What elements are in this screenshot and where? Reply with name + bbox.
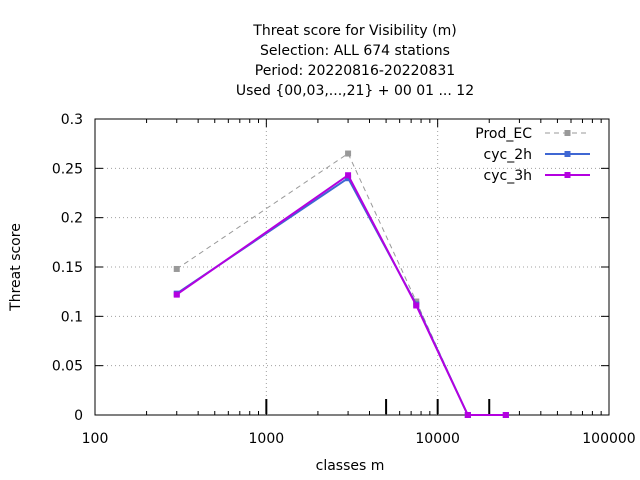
- chart-title: Threat score for Visibility (m) Selectio…: [236, 23, 474, 99]
- x-tick-label: 10000: [415, 431, 460, 447]
- data-point: [413, 302, 420, 309]
- legend-label: Prod_EC: [475, 126, 532, 142]
- x-tick-label: 100000: [582, 431, 635, 447]
- legend-item: cyc_3h: [484, 168, 590, 184]
- series: [173, 150, 509, 418]
- series-line: [176, 152, 506, 416]
- x-tick-label: 100: [82, 431, 109, 447]
- y-tick-label: 0.1: [61, 309, 83, 325]
- y-tick-label: 0.25: [52, 161, 83, 177]
- plot-frame: [94, 118, 610, 416]
- y-axis-label: Threat score: [8, 223, 24, 312]
- y-tick-label: 0.3: [61, 112, 83, 128]
- x-axis-label: classes m: [316, 458, 385, 474]
- class-markers: [265, 399, 491, 414]
- legend-marker: [564, 172, 571, 178]
- legend: Prod_EC cyc_2h cyc_3h: [475, 126, 590, 184]
- series-cyc-3h: [173, 172, 509, 418]
- x-tick-label: 1000: [249, 431, 285, 447]
- data-point: [464, 412, 471, 418]
- data-point: [173, 291, 180, 298]
- legend-label: cyc_2h: [484, 147, 532, 163]
- data-point: [345, 150, 352, 157]
- legend-marker: [564, 151, 571, 157]
- title-line-2: Selection: ALL 674 stations: [260, 43, 450, 59]
- data-point: [502, 412, 509, 418]
- y-tick-label: 0.05: [52, 359, 83, 375]
- series-line: [176, 173, 506, 416]
- legend-item: Prod_EC: [475, 126, 590, 142]
- y-tick-label: 0: [74, 408, 83, 424]
- title-line-1: Threat score for Visibility (m): [252, 23, 456, 39]
- legend-item: cyc_2h: [484, 147, 590, 163]
- legend-label: cyc_3h: [484, 168, 532, 184]
- series-prod-ec: [173, 150, 509, 418]
- title-line-3: Period: 20220816-20220831: [255, 63, 455, 79]
- title-line-4: Used {00,03,...,21} + 00 01 ... 12: [236, 83, 474, 99]
- legend-marker: [564, 130, 571, 136]
- y-tick-label: 0.15: [52, 260, 83, 276]
- series-cyc-2h: [173, 175, 509, 418]
- axes: 0 0.05 0.1 0.15 0.2 0.25 0.3 100 1000 10000 100000: [52, 112, 636, 447]
- y-tick-label: 0.2: [61, 211, 83, 227]
- series-line: [176, 176, 506, 416]
- data-point: [345, 172, 352, 179]
- grid: [95, 119, 609, 415]
- data-point: [173, 265, 180, 272]
